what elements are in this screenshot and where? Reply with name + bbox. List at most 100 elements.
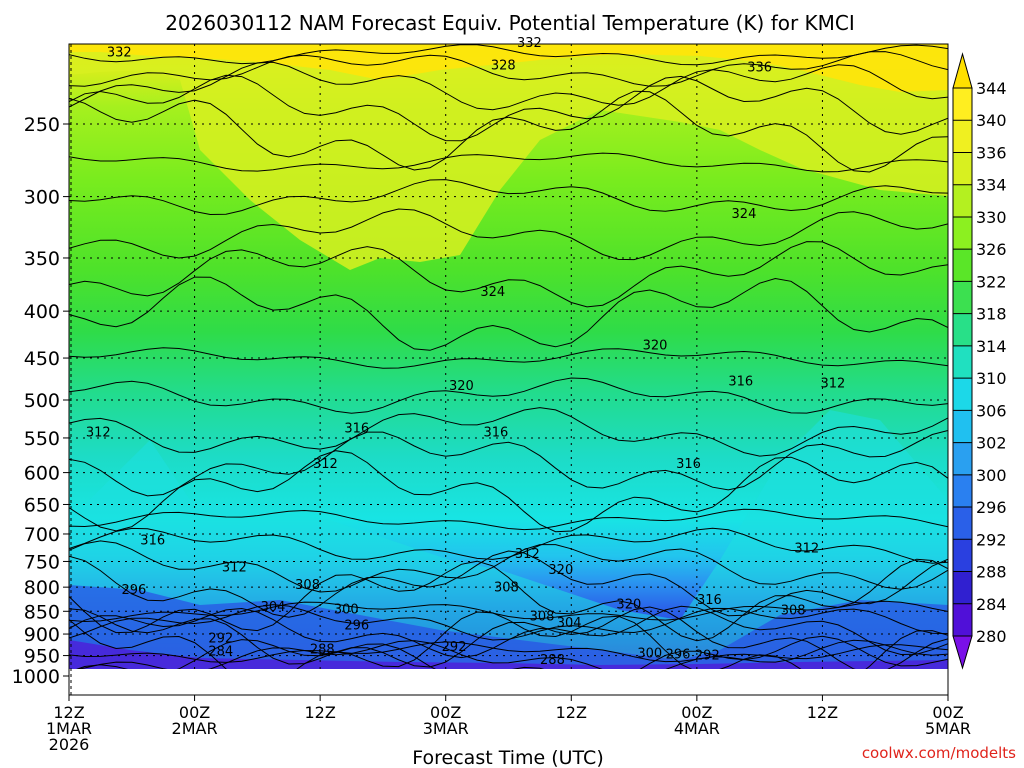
colorbar-segment — [953, 216, 972, 250]
svg-text:324: 324 — [732, 207, 757, 222]
contour-line — [69, 508, 948, 531]
y-tick-label: 300 — [24, 187, 60, 209]
contour-line — [69, 605, 948, 659]
colorbar-segment — [953, 378, 972, 411]
colorbar-segment — [953, 120, 972, 153]
x-tick-label: 00Z — [681, 703, 712, 722]
y-tick-label: 900 — [24, 624, 60, 646]
svg-text:320: 320 — [449, 379, 474, 394]
coldest-layer — [69, 640, 948, 669]
colorbar-label: 292 — [976, 530, 1007, 549]
contour-line — [69, 241, 948, 308]
contour-label: 328 — [491, 59, 516, 74]
contour-line — [69, 407, 948, 457]
svg-text:300: 300 — [637, 647, 662, 662]
contour-label: 320 — [548, 563, 573, 578]
x-tick-label: 2MAR — [172, 719, 218, 738]
colorbar-segment — [953, 345, 972, 379]
contour-label: 300 — [637, 647, 662, 662]
colorbar-segment — [953, 442, 972, 476]
contour-label: 312 — [820, 376, 845, 391]
y-tick-label: 400 — [24, 301, 60, 323]
contour-line — [69, 450, 948, 533]
y-tick-label: 350 — [24, 248, 60, 270]
contour-line — [69, 558, 948, 642]
svg-text:312: 312 — [313, 457, 338, 472]
contour-line — [69, 540, 948, 593]
colorbar-label: 302 — [976, 434, 1007, 453]
svg-text:316: 316 — [697, 593, 722, 608]
contour-label: 300 — [334, 602, 359, 617]
contour-label: 296 — [344, 618, 369, 633]
y-tick-label: 250 — [24, 114, 60, 136]
contour-label: 308 — [494, 581, 519, 596]
contour-label: 296 — [121, 583, 146, 598]
contour-label: 296 — [666, 647, 691, 662]
contour-label: 308 — [530, 609, 555, 624]
x-tick-label: 12Z — [807, 703, 838, 722]
colorbar-segment — [953, 88, 972, 121]
contour-line — [69, 377, 948, 414]
svg-text:296: 296 — [666, 647, 691, 662]
y-tick-label: 850 — [24, 601, 60, 623]
colorbar-segment — [953, 410, 972, 444]
contour-label: 308 — [295, 578, 320, 593]
colorbar-label: 306 — [976, 401, 1007, 420]
colorbar-segment — [953, 313, 972, 347]
contour-label: 312 — [515, 547, 540, 562]
svg-text:304: 304 — [261, 600, 286, 615]
contour-line — [69, 208, 948, 261]
svg-text:332: 332 — [107, 46, 132, 61]
svg-text:296: 296 — [344, 618, 369, 633]
y-tick-label: 800 — [24, 577, 60, 599]
y-tick-label: 750 — [24, 551, 60, 573]
svg-text:312: 312 — [86, 425, 111, 440]
svg-text:308: 308 — [781, 604, 806, 619]
contour-line — [69, 550, 948, 618]
contour-line — [69, 152, 948, 173]
contour-label: 336 — [747, 60, 772, 75]
svg-text:292: 292 — [442, 640, 467, 655]
svg-text:304: 304 — [557, 616, 582, 631]
colorbar-label: 314 — [976, 337, 1007, 356]
contour-label: 316 — [676, 457, 701, 472]
x-tick-label: 12Z — [556, 703, 587, 722]
colorbar-label: 300 — [976, 466, 1007, 485]
credit-text: coolwx.com/modelts — [862, 744, 1016, 762]
colorbar-segment — [953, 474, 972, 508]
contour-line — [69, 90, 948, 173]
svg-text:316: 316 — [676, 457, 701, 472]
contour-line — [69, 51, 948, 87]
y-tick-label: 650 — [24, 494, 60, 516]
x-tick-label: 2026 — [49, 735, 90, 754]
svg-text:312: 312 — [794, 542, 819, 557]
y-tick-label: 950 — [24, 646, 60, 668]
colorbar-segment — [953, 152, 972, 186]
colorbar-segment — [953, 539, 972, 573]
contour-label: 320 — [643, 338, 668, 353]
colorbar-segment — [953, 249, 972, 282]
svg-text:332: 332 — [517, 36, 542, 51]
x-tick-label: 12Z — [304, 703, 335, 722]
svg-text:292: 292 — [695, 649, 720, 664]
svg-text:336: 336 — [747, 60, 772, 75]
contour-label: 316 — [140, 533, 165, 548]
contour-label: 312 — [794, 542, 819, 557]
contour-line — [69, 611, 948, 669]
contour-line — [69, 641, 948, 663]
contour-line — [69, 61, 948, 111]
svg-text:312: 312 — [515, 547, 540, 562]
chart-title: 2026030112 NAM Forecast Equiv. Potential… — [165, 11, 855, 35]
x-tick-label: 00Z — [179, 703, 210, 722]
warm-top-band — [69, 44, 948, 92]
x-tick-label: 12Z — [53, 703, 84, 722]
contour-label: 292 — [442, 640, 467, 655]
colorbar-segment — [953, 507, 972, 540]
svg-text:320: 320 — [548, 563, 573, 578]
svg-text:320: 320 — [616, 598, 641, 613]
colorbar: 344 340 336 334 330 326 322 318 314 310 306 302 300 2… — [952, 52, 1007, 670]
contour-label: 284 — [208, 644, 233, 659]
svg-text:320: 320 — [643, 338, 668, 353]
